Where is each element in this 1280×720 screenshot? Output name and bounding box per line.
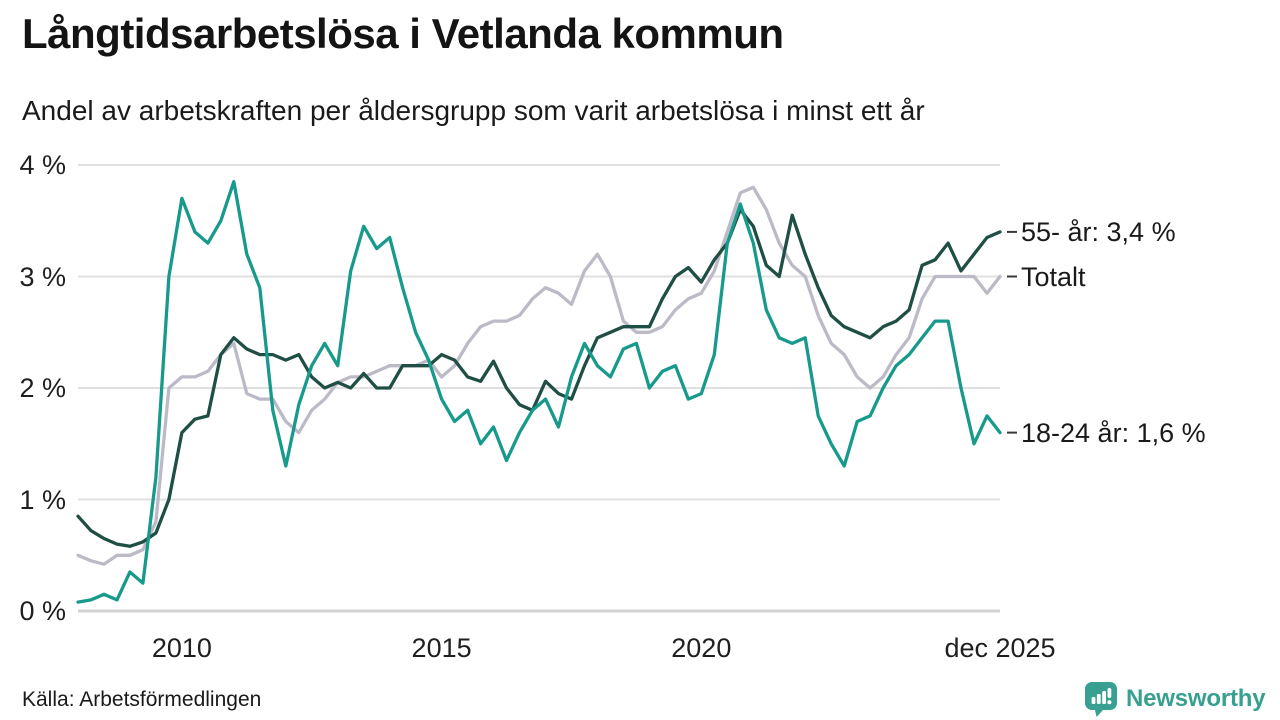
series-line-18-24-r bbox=[76, 180, 1002, 604]
newsworthy-branding: Newsworthy bbox=[1083, 680, 1266, 717]
x-axis-label: dec 2025 bbox=[944, 633, 1056, 663]
y-axis-label: 3 % bbox=[19, 261, 66, 292]
series-line-55-r bbox=[76, 207, 1002, 548]
x-axis-label: 2010 bbox=[151, 633, 212, 663]
series-line-totalt bbox=[76, 185, 1002, 566]
y-axis-label: 1 % bbox=[19, 484, 66, 515]
y-axis-label: 4 % bbox=[19, 150, 66, 180]
series-end-label: 18-24 år: 1,6 % bbox=[1021, 417, 1206, 448]
y-axis-label: 0 % bbox=[19, 596, 66, 626]
page-title: Långtidsarbetslösa i Vetlanda kommun bbox=[22, 10, 784, 57]
source-note: Källa: Arbetsförmedlingen bbox=[22, 688, 262, 711]
newsworthy-wordmark: Newsworthy bbox=[1126, 684, 1266, 712]
series-end-label: 55- år: 3,4 % bbox=[1021, 216, 1176, 247]
x-axis-label: 2015 bbox=[411, 633, 472, 663]
bar-chart-speech-bubble-icon bbox=[1085, 682, 1117, 717]
chart-subtitle: Andel av arbetskraften per åldersgrupp s… bbox=[22, 95, 925, 126]
y-axis-label: 2 % bbox=[19, 373, 66, 403]
x-axis-label: 2020 bbox=[671, 633, 732, 663]
series-end-label: Totalt bbox=[1021, 261, 1086, 292]
